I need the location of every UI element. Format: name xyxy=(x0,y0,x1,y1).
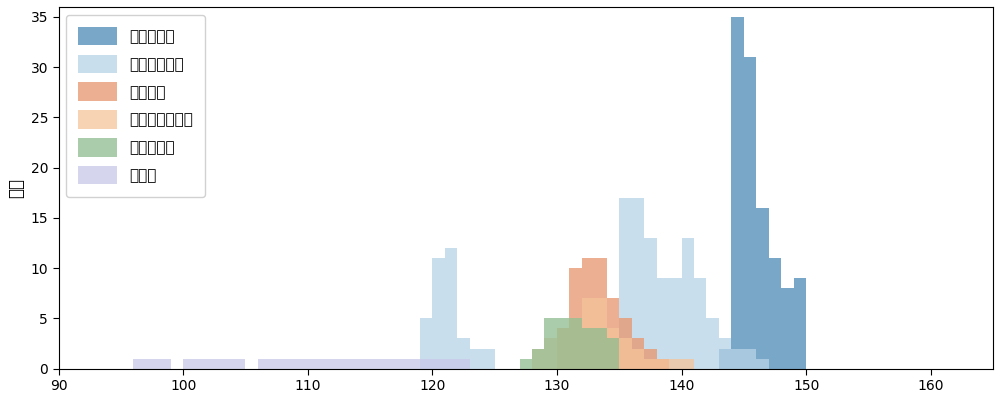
Polygon shape xyxy=(59,318,993,369)
Y-axis label: 球数: 球数 xyxy=(7,178,25,198)
Polygon shape xyxy=(59,198,993,369)
Polygon shape xyxy=(59,358,993,369)
Polygon shape xyxy=(59,298,993,369)
Legend: ストレート, カットボール, フォーク, チェンジアップ, スライダー, カーブ: ストレート, カットボール, フォーク, チェンジアップ, スライダー, カーブ xyxy=(66,14,205,197)
Polygon shape xyxy=(59,258,993,369)
Polygon shape xyxy=(59,17,993,369)
